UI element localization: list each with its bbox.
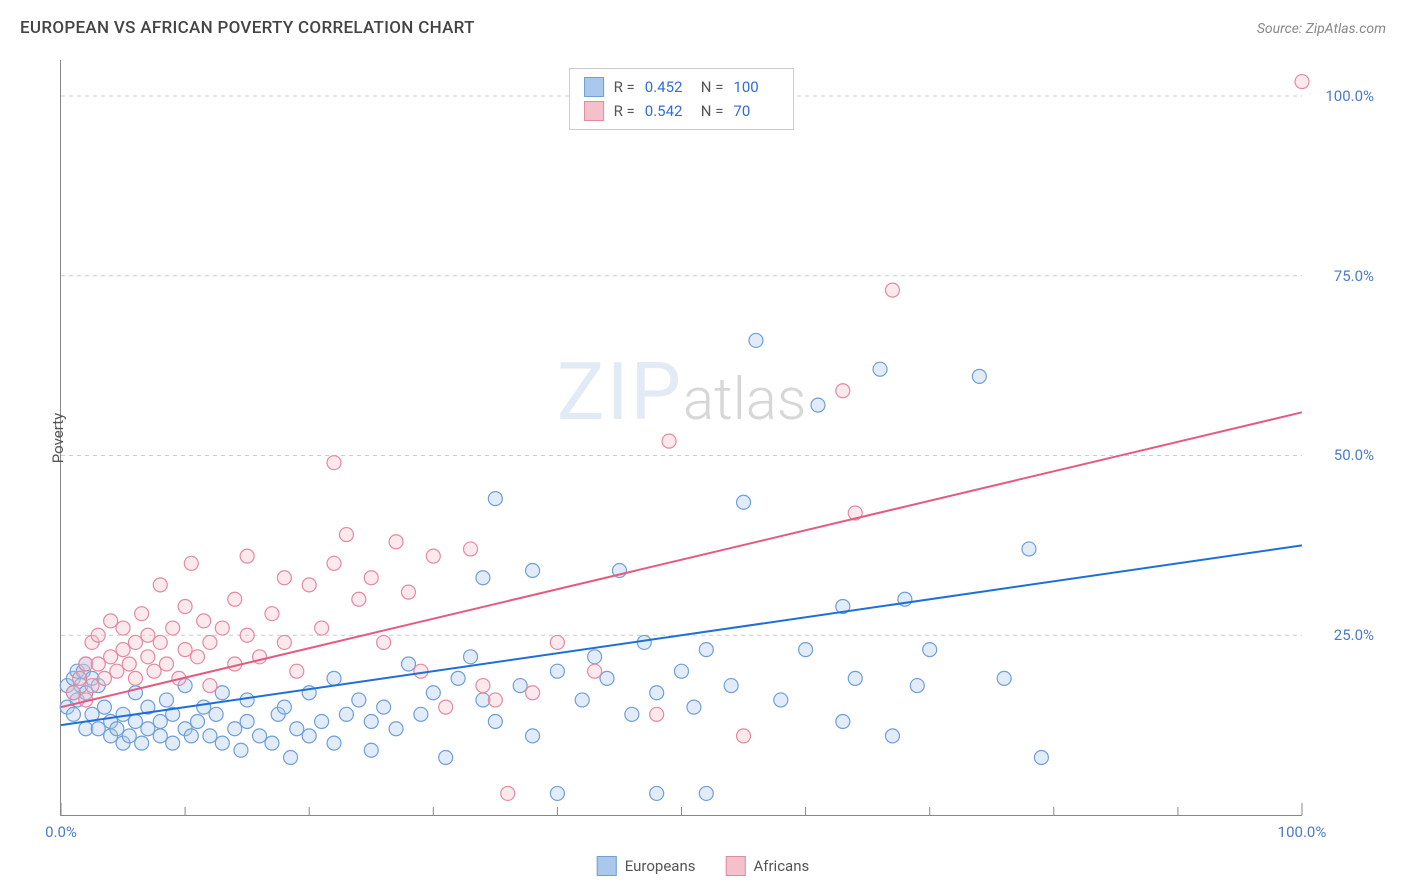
plot-area: Poverty ZIPatlas R = 0.452 N = 100 R = 0… [60, 60, 1302, 816]
n-value: 70 [733, 99, 779, 123]
legend-stats-row-1: R = 0.542 N = 70 [584, 99, 780, 123]
legend-swatch-africans [725, 856, 745, 876]
header: EUROPEAN VS AFRICAN POVERTY CORRELATION … [20, 18, 1386, 38]
legend-series: Europeans Africans [597, 856, 810, 876]
r-label: R = [614, 75, 635, 99]
y-tick-label: 75.0% [1334, 267, 1374, 285]
n-label: N = [701, 99, 724, 123]
y-tick-label: 25.0% [1334, 626, 1374, 644]
legend-swatch-europeans [597, 856, 617, 876]
x-tick-label: 0.0% [45, 823, 77, 841]
legend-stats-row-0: R = 0.452 N = 100 [584, 75, 780, 99]
legend-stats: R = 0.452 N = 100 R = 0.542 N = 70 [569, 68, 795, 130]
plot-svg [61, 60, 1302, 815]
legend-swatch-africans [584, 101, 604, 121]
chart-title: EUROPEAN VS AFRICAN POVERTY CORRELATION … [20, 18, 475, 38]
x-tick-label: 100.0% [1278, 823, 1327, 841]
legend-label: Africans [753, 857, 809, 875]
chart-container: Poverty ZIPatlas R = 0.452 N = 100 R = 0… [48, 48, 1382, 838]
y-tick-label: 50.0% [1334, 446, 1374, 464]
legend-label: Europeans [625, 857, 696, 875]
source-attribution: Source: ZipAtlas.com [1257, 21, 1386, 37]
legend-item-africans: Africans [725, 856, 809, 876]
n-label: N = [701, 75, 724, 99]
r-value: 0.452 [645, 75, 691, 99]
n-value: 100 [733, 75, 779, 99]
r-value: 0.542 [645, 99, 691, 123]
r-label: R = [614, 99, 635, 123]
legend-item-europeans: Europeans [597, 856, 696, 876]
legend-swatch-europeans [584, 77, 604, 97]
y-tick-label: 100.0% [1325, 87, 1374, 105]
